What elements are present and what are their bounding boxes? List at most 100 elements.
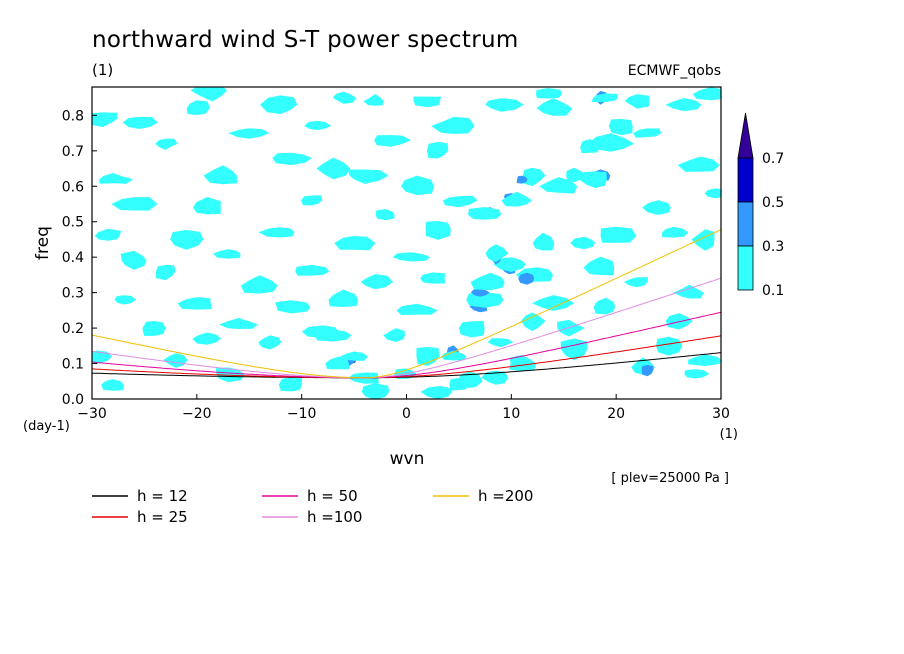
colorbar-segment — [737, 157, 754, 203]
contour-patch-level-1 — [485, 98, 524, 112]
contour-patch-level-1 — [360, 274, 393, 290]
x-tick-label: 20 — [607, 406, 625, 422]
contour-patch-level-1 — [334, 236, 376, 251]
contour-patch-level-1 — [258, 335, 282, 350]
contour-patch-level-1 — [642, 200, 671, 215]
contour-patch-level-2 — [516, 175, 528, 184]
contour-patch-level-1 — [316, 157, 351, 180]
contour-patch-level-1 — [468, 207, 502, 220]
y-tick-label: 0.0 — [62, 392, 84, 408]
contour-patch-level-1 — [170, 229, 204, 250]
y-axis-label: freq — [33, 226, 53, 260]
contour-patch-level-1 — [301, 325, 338, 339]
contour-patch-level-1 — [591, 93, 618, 103]
contour-patch-level-1 — [347, 169, 389, 184]
contour-patch-level-2 — [518, 272, 535, 285]
contour-patch-level-1 — [258, 227, 295, 238]
legend-label: h =100 — [307, 508, 362, 526]
contour-patch-level-1 — [536, 98, 573, 116]
contour-patch-level-1 — [94, 228, 122, 241]
contour-patch-level-1 — [304, 120, 332, 131]
curve-h-50 — [92, 311, 721, 379]
contour-patch-level-1 — [665, 98, 702, 112]
y-axis: 0.0 0.1 0.2 0.3 0.4 0.5 0.6 0.7 0.8 — [62, 108, 97, 408]
colorbar-extend-triangle — [737, 112, 754, 159]
contour-patch-level-1 — [215, 367, 245, 383]
contour-patch-level-1 — [363, 94, 384, 106]
curve-h-100 — [92, 277, 721, 379]
contour-patch-level-1 — [593, 297, 616, 315]
contour-patch-level-1 — [557, 319, 585, 337]
contour-patch-level-1 — [383, 328, 405, 342]
contour-patch-level-1 — [301, 195, 323, 206]
contour-patch-level-1 — [401, 175, 435, 195]
colorbar: 0.7 0.5 0.3 0.1 — [737, 112, 784, 299]
curve-h-200 — [92, 229, 721, 379]
contour-patch-level-1 — [228, 128, 270, 139]
contour-patch-level-1 — [111, 197, 158, 211]
contour-patch-level-1 — [457, 371, 483, 388]
contour-fill-layer — [92, 87, 721, 399]
x-axis-label: wvn — [390, 449, 425, 469]
contour-patch-level-1 — [532, 232, 555, 251]
legend-label: h =200 — [478, 487, 533, 505]
y-tick-label: 0.3 — [62, 286, 84, 302]
contour-patch-level-1 — [688, 354, 721, 367]
contour-patch-level-1 — [260, 95, 298, 114]
contour-patch-level-1 — [431, 116, 475, 134]
x-tick-label: 30 — [712, 406, 730, 422]
y-tick-label: 0.6 — [62, 179, 84, 195]
contour-patch-level-1 — [580, 139, 600, 154]
contour-patch-level-1 — [374, 135, 411, 147]
curve-h-25 — [92, 335, 721, 379]
contour-patch-level-1 — [155, 138, 178, 150]
contour-patch-level-1 — [240, 275, 278, 294]
contour-patch-level-1 — [101, 379, 124, 391]
contour-patch-level-1 — [587, 133, 635, 152]
contour-patch-level-1 — [332, 91, 357, 104]
contour-patch-level-1 — [485, 244, 509, 263]
contour-patch-level-1 — [192, 332, 222, 345]
contour-patch-level-1 — [413, 96, 442, 108]
contour-patch-level-1 — [677, 156, 720, 172]
y-tick-label: 0.1 — [62, 357, 84, 373]
x-axis: −30 −20 −10 0 10 20 30 — [77, 394, 730, 422]
contour-patch-level-1 — [536, 88, 562, 99]
x-tick-label: −20 — [182, 406, 212, 422]
contour-patch-level-1 — [361, 383, 390, 399]
contour-patch-level-1 — [420, 386, 453, 399]
contour-patch-level-1 — [426, 141, 449, 159]
legend-label: h = 50 — [307, 487, 358, 505]
contour-patch-level-1 — [275, 300, 311, 314]
contour-patch-level-1 — [623, 277, 649, 288]
contour-patch-level-1 — [656, 336, 683, 356]
contour-patch-level-1 — [120, 250, 147, 270]
colorbar-label: 0.7 — [762, 151, 784, 167]
contour-patch-level-1 — [193, 197, 221, 215]
contour-patch-level-1 — [520, 312, 546, 332]
contour-patch-level-1 — [691, 229, 715, 251]
plev-label: [ plev=25000 Pa ] — [611, 471, 729, 486]
contour-patch-level-1 — [114, 295, 137, 305]
model-label: ECMWF_qobs — [628, 63, 721, 79]
colorbar-segment — [737, 201, 754, 247]
colorbar-label: 0.3 — [762, 239, 784, 255]
contour-patch-level-1 — [425, 221, 451, 240]
contour-patch-level-1 — [692, 87, 721, 101]
contour-patch-level-1 — [278, 376, 303, 392]
contour-patch-level-1 — [92, 112, 118, 128]
contour-patch-level-1 — [203, 165, 238, 185]
colorbar-label: 0.1 — [762, 283, 784, 299]
contour-patch-level-1 — [396, 303, 438, 315]
contour-patch-level-1 — [142, 321, 166, 336]
contour-patch-level-1 — [608, 119, 633, 136]
curve-h-12 — [92, 352, 721, 379]
contour-patch-level-1 — [539, 177, 578, 194]
y-tick-label: 0.7 — [62, 144, 84, 160]
contour-patch-level-1 — [509, 355, 537, 372]
contour-patch-level-1 — [325, 356, 350, 370]
y-tick-label: 0.5 — [62, 215, 84, 231]
contour-patch-level-1 — [295, 264, 330, 276]
contour-patch-level-1 — [470, 272, 505, 291]
contour-patch-level-1 — [163, 353, 188, 368]
